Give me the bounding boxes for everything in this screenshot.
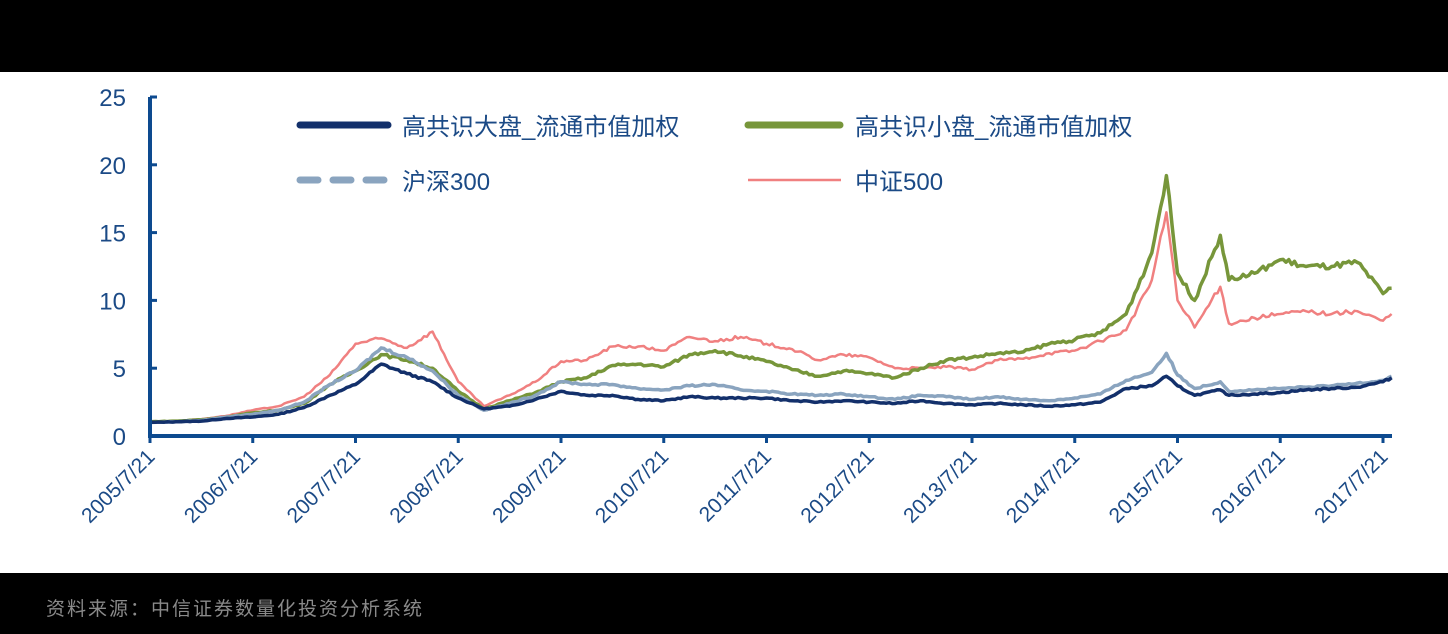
- x-tick-label: 2012/7/21: [796, 445, 878, 527]
- series-line-0: [149, 362, 1393, 425]
- x-tick-label: 2011/7/21: [695, 445, 776, 526]
- legend-item-small-cap: 高共识小盘_流通市值加权: [744, 114, 1132, 141]
- x-tick-label: 2014/7/21: [1002, 445, 1084, 527]
- legend-label-zz500: 中证500: [855, 169, 943, 196]
- chart-panel: [0, 72, 1448, 573]
- legend-label-large-cap: 高共识大盘_流通市值加权: [402, 114, 679, 141]
- y-tick-label: 15: [99, 221, 126, 248]
- bottom-black-bar: [0, 573, 1448, 634]
- legend-item-large-cap: 高共识大盘_流通市值加权: [296, 114, 679, 141]
- x-tick-label: 2009/7/21: [488, 445, 570, 527]
- x-tick-label: 2005/7/21: [77, 445, 159, 527]
- y-tick-label: 0: [113, 424, 126, 451]
- x-tick-label: 2008/7/21: [385, 445, 467, 527]
- x-tick-label: 2013/7/21: [899, 445, 981, 527]
- legend-item-hs300: 沪深300: [296, 169, 490, 196]
- y-tick-label: 20: [99, 153, 126, 180]
- top-black-bar: [0, 0, 1448, 72]
- y-tick-label: 25: [99, 85, 126, 112]
- legend-label-hs300: 沪深300: [402, 169, 490, 196]
- x-tick-label: 2007/7/21: [283, 445, 365, 527]
- legend-item-zz500: 中证500: [748, 169, 943, 196]
- series-line-3: [150, 211, 1393, 424]
- legend-label-small-cap: 高共识小盘_流通市值加权: [855, 114, 1132, 141]
- x-tick-label: 2016/7/21: [1207, 445, 1289, 527]
- x-tick-label: 2015/7/21: [1105, 445, 1187, 527]
- y-tick-label: 5: [113, 356, 126, 383]
- series-lines: [149, 173, 1393, 425]
- series-line-2: [150, 346, 1393, 425]
- y-tick-label: 10: [99, 288, 126, 315]
- legend: 高共识大盘_流通市值加权 高共识小盘_流通市值加权 沪深300 中证500: [296, 114, 1132, 196]
- x-tick-label: 2010/7/21: [591, 445, 673, 527]
- x-tick-label: 2017/7/21: [1310, 445, 1392, 527]
- source-note: 资料来源：中信证券数量化投资分析系统: [46, 598, 425, 620]
- x-tick-label: 2006/7/21: [180, 445, 262, 527]
